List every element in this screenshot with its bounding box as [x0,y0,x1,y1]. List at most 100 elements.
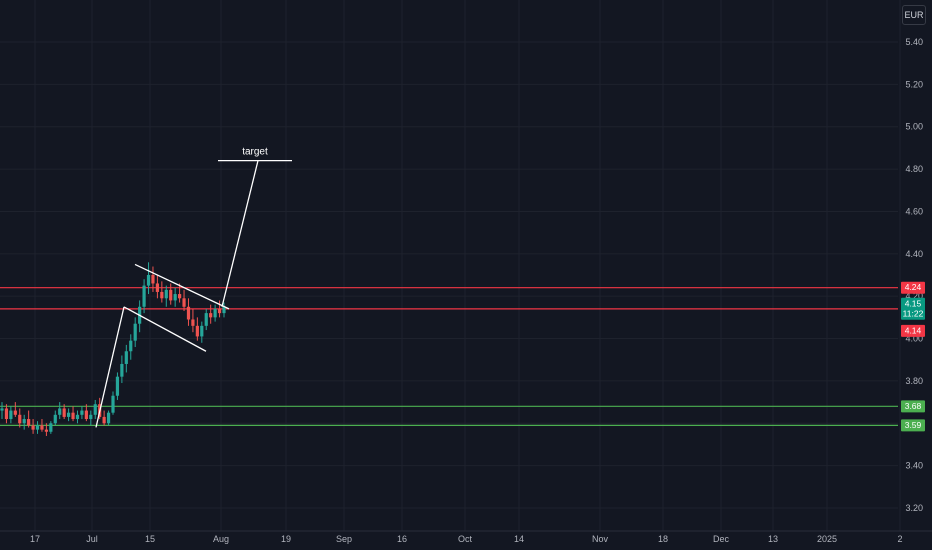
currency-button[interactable]: EUR [902,5,926,25]
candle [18,408,22,428]
candle [186,298,191,326]
target-label: target [242,147,268,158]
candle-body [142,285,146,307]
candle-body [182,298,186,307]
level-badge-text: 4.14 [905,325,922,335]
level-badge-text: 3.68 [905,401,922,411]
level-badge-bg [901,281,925,294]
candle [93,399,97,420]
candle-body [62,408,66,417]
level-badge: 3.68 [901,400,925,413]
flag-end-line[interactable] [95,306,125,428]
price-tick-label: 3.40 [905,461,923,471]
flag-lower-trendline[interactable] [123,306,207,352]
candle-body [222,306,226,314]
time-tick-label: Jul [86,534,98,544]
flag-upper-trendline[interactable] [134,263,230,310]
candle [124,344,128,373]
price-tick-label: 5.20 [905,79,923,89]
price-tick-label: 5.40 [905,37,923,47]
candle [191,308,195,333]
price-tick-label: 3.20 [905,503,923,513]
candle [195,317,199,341]
time-axis[interactable]: 17 Jul 15 Aug 19 Sep 16 Oct 14 Nov 18 Dec 13 2025 2 [0,530,932,544]
time-tick-label: 2025 [817,534,837,544]
candle-body [129,340,133,352]
candle-body [133,323,137,341]
level-badge-bg [901,400,925,413]
target-projection-line[interactable] [221,160,259,307]
candle [151,266,155,292]
candle-body [102,416,106,424]
candle [115,372,120,400]
candle-body [120,363,124,377]
candle-body [164,289,168,299]
candle-body [178,294,182,299]
candle-body [200,325,204,337]
time-tick-label: 2 [897,534,902,544]
candle-body [106,412,111,424]
candle-body [13,410,17,415]
time-tick-label: Sep [336,534,352,544]
candle-body [49,423,53,432]
horizontal-levels[interactable] [0,287,898,426]
candle-body [22,419,26,424]
current-price-badge-text: 11:22 [903,308,924,318]
candle-body [0,408,4,411]
candle-body [75,414,80,420]
candle-body [155,283,159,292]
candle-body [80,410,84,415]
drawing-tools[interactable]: target [95,147,292,428]
candle [106,410,111,426]
level-badge: 4.24 [901,281,925,294]
candle [213,304,217,322]
candle-body [4,408,9,420]
candle [160,281,164,303]
price-tick-label: 4.60 [905,206,923,216]
candle [120,355,124,384]
candle [200,321,204,343]
level-badge-bg [901,324,925,337]
candle [35,421,40,434]
price-tick-label: 4.80 [905,164,923,174]
candle [44,423,48,436]
candle-body [173,294,177,301]
candle-body [93,404,97,415]
price-tick-label: 4.20 [905,291,923,301]
candle-body [186,306,191,320]
time-tick-label: 18 [658,534,668,544]
candle-body [58,408,62,415]
candle-body [18,414,22,424]
candle [67,408,71,422]
candlestick-series [0,262,226,436]
candle [0,402,4,420]
candle-body [195,325,199,337]
price-tick-label: 3.80 [905,376,923,386]
candle [129,334,133,360]
candle-body [84,410,88,420]
candle [217,300,222,318]
level-badge-bg [901,419,925,432]
candle-body [31,425,35,430]
level-badge-text: 3.59 [905,420,922,430]
current-price-badge-text: 4.15 [905,298,922,308]
candle [173,287,177,307]
time-tick-label: 19 [281,534,291,544]
candle [80,406,84,420]
candle [27,410,31,428]
candle [102,410,106,426]
candle-body [124,351,128,364]
candle-body [160,291,164,299]
time-tick-label: Nov [592,534,609,544]
candle [4,404,9,424]
level-badge-text: 4.24 [905,282,922,292]
candle [58,402,62,420]
candle-body [151,275,155,284]
candle-body [35,425,40,430]
candle-body [44,429,48,432]
